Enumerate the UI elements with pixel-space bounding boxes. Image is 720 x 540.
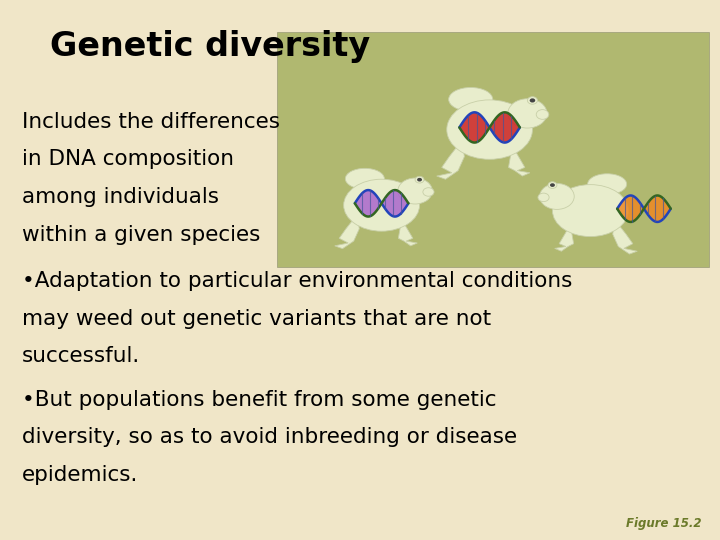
Text: •But populations benefit from some genetic: •But populations benefit from some genet… (22, 389, 496, 410)
Circle shape (415, 177, 424, 183)
Circle shape (548, 182, 557, 188)
Polygon shape (617, 195, 671, 222)
Text: among individuals: among individuals (22, 187, 219, 207)
Text: successful.: successful. (22, 346, 140, 367)
Text: may weed out genetic variants that are not: may weed out genetic variants that are n… (22, 308, 491, 329)
Text: Includes the differences: Includes the differences (22, 111, 279, 132)
Ellipse shape (538, 193, 549, 201)
Polygon shape (335, 214, 359, 248)
Polygon shape (459, 112, 520, 143)
FancyBboxPatch shape (277, 32, 709, 267)
Polygon shape (554, 225, 574, 251)
Ellipse shape (446, 100, 533, 159)
Text: within a given species: within a given species (22, 225, 260, 245)
Polygon shape (355, 190, 408, 217)
Polygon shape (436, 140, 464, 179)
Text: diversity, so as to avoid inbreeding or disease: diversity, so as to avoid inbreeding or … (22, 427, 517, 448)
Text: in DNA composition: in DNA composition (22, 149, 233, 170)
Ellipse shape (536, 110, 549, 119)
Ellipse shape (588, 174, 626, 194)
Polygon shape (398, 219, 418, 246)
Polygon shape (613, 220, 637, 254)
Circle shape (539, 184, 575, 210)
Polygon shape (508, 146, 530, 176)
Ellipse shape (343, 179, 420, 231)
Text: epidemics.: epidemics. (22, 465, 138, 485)
Circle shape (530, 98, 535, 103)
Circle shape (528, 97, 537, 104)
Ellipse shape (449, 87, 492, 111)
Circle shape (417, 178, 422, 181)
Ellipse shape (423, 188, 434, 196)
Circle shape (508, 99, 547, 128)
Ellipse shape (552, 185, 629, 237)
Text: Genetic diversity: Genetic diversity (50, 30, 371, 63)
Text: Figure 15.2: Figure 15.2 (626, 517, 702, 530)
Circle shape (397, 178, 433, 204)
Circle shape (550, 183, 555, 187)
Ellipse shape (346, 168, 384, 189)
Text: •Adaptation to particular environmental conditions: •Adaptation to particular environmental … (22, 271, 572, 291)
